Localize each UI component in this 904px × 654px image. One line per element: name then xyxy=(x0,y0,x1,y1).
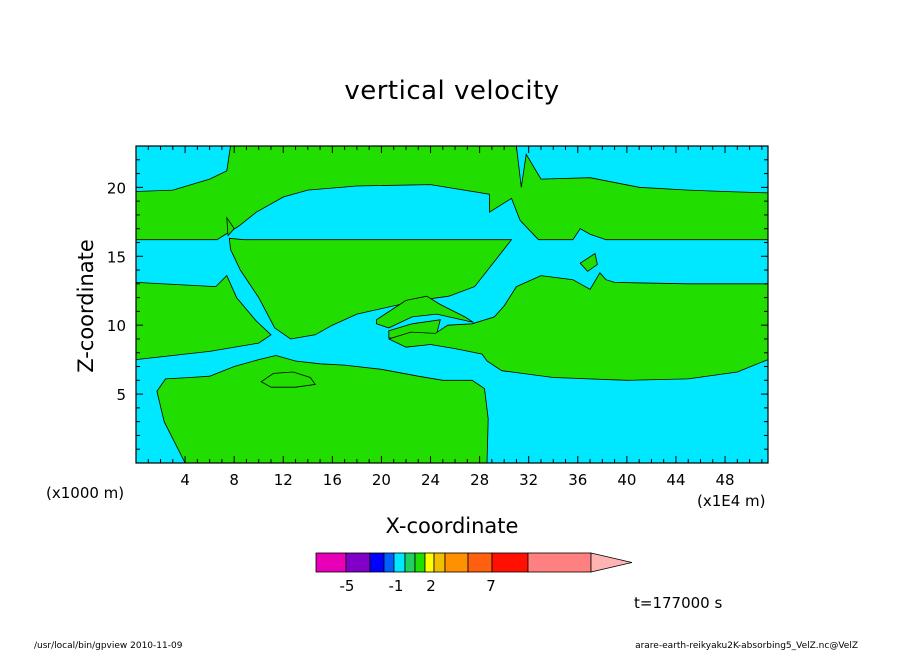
chart-title: vertical velocity xyxy=(344,76,560,106)
x-tick-label: 32 xyxy=(519,471,538,489)
x-tick-label: 40 xyxy=(617,471,636,489)
colorbar-bin xyxy=(369,552,385,573)
positive-region-3 xyxy=(376,295,474,329)
positive-region-7 xyxy=(226,216,235,237)
colorbar-label: -5 xyxy=(340,577,355,595)
colorbar-arrow xyxy=(590,552,633,573)
x-tick-label: 16 xyxy=(323,471,342,489)
y-tick-label: 20 xyxy=(107,179,126,197)
x-tick-label: 4 xyxy=(180,471,190,489)
plot-frame xyxy=(135,145,769,464)
axis-ticks xyxy=(136,146,768,463)
positive-region-1 xyxy=(228,237,513,340)
positive-region-5 xyxy=(387,272,768,381)
x-tick-label: 20 xyxy=(372,471,391,489)
positive-region-8 xyxy=(260,371,316,388)
x-tick-label: 28 xyxy=(470,471,489,489)
x-unit-left: (x1000 m) xyxy=(46,484,125,502)
colorbar-bin xyxy=(404,552,416,573)
colorbar-bin xyxy=(424,552,435,573)
colorbar-bin xyxy=(433,552,446,573)
colorbar-bin xyxy=(345,552,371,573)
contour-field xyxy=(136,146,768,463)
colorbar-bin xyxy=(383,552,395,573)
x-tick-label: 48 xyxy=(716,471,735,489)
x-tick-label: 8 xyxy=(229,471,239,489)
y-tick-label: 10 xyxy=(107,317,126,335)
x-tick-label: 24 xyxy=(421,471,440,489)
positive-region-2 xyxy=(136,274,272,361)
colorbar-bin xyxy=(393,552,406,573)
x-tick-label: 36 xyxy=(568,471,587,489)
y-tick-label: 15 xyxy=(107,248,126,266)
colorbar-label: -1 xyxy=(389,577,404,595)
colorbar-bin xyxy=(315,552,347,573)
colorbar-label: 2 xyxy=(426,577,436,595)
colorbar-bin xyxy=(527,552,592,573)
x-tick-label: 12 xyxy=(274,471,293,489)
x-axis-label: X-coordinate xyxy=(385,514,519,538)
y-axis-label: Z-coordinate xyxy=(74,239,98,373)
colorbar-bin xyxy=(444,552,469,573)
x-unit-right: (x1E4 m) xyxy=(697,492,766,510)
colorbar-bin xyxy=(491,552,529,573)
y-tick-label: 5 xyxy=(116,386,126,404)
colorbar-label: 7 xyxy=(486,577,496,595)
colorbar: -5 -1 2 7 xyxy=(315,552,633,595)
colorbar-bin xyxy=(467,552,493,573)
footer-left: /usr/local/bin/gpview 2010-11-09 xyxy=(34,641,183,651)
footer-right: arare-earth-reikyaku2K-absorbing5_VelZ.n… xyxy=(635,641,858,651)
positive-region-0 xyxy=(136,146,768,241)
x-tick-label: 44 xyxy=(666,471,685,489)
time-label: t=177000 s xyxy=(634,594,723,612)
positive-region-9 xyxy=(579,252,598,272)
colorbar-bin xyxy=(414,552,426,573)
positive-region-6 xyxy=(156,355,489,463)
